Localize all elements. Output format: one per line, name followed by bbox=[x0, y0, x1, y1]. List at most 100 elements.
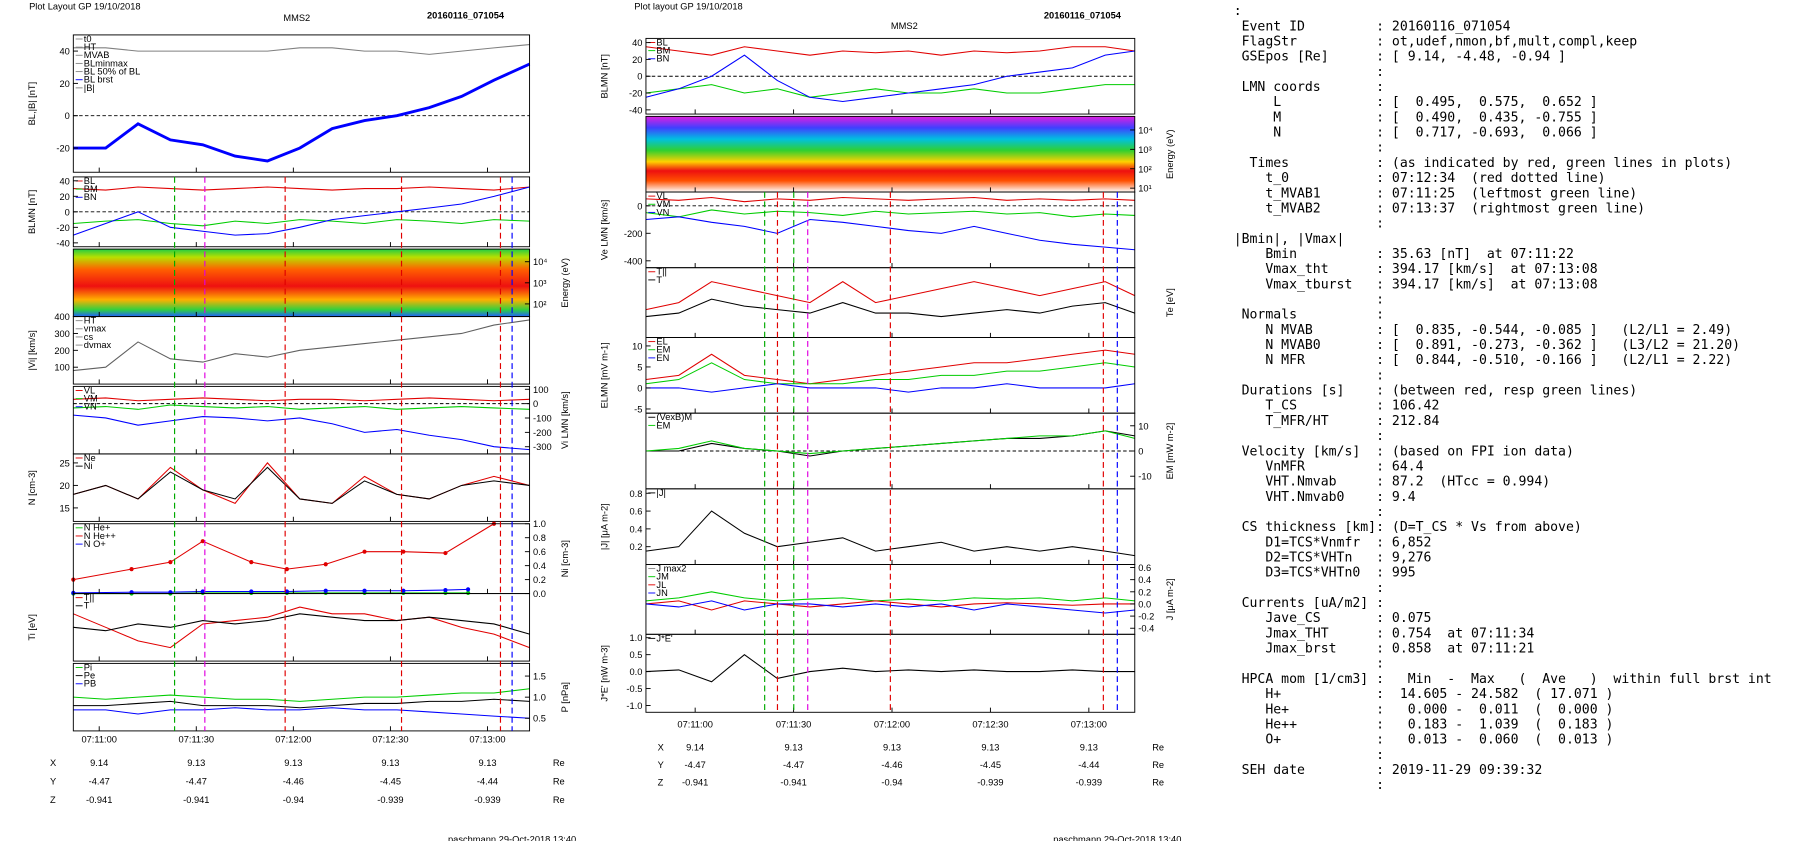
legend-note: HT bbox=[84, 42, 97, 52]
series-line bbox=[73, 462, 530, 505]
ephemeris-value: -0.941 bbox=[682, 778, 708, 788]
ephemeris-value: -0.94 bbox=[881, 778, 902, 788]
series-marker bbox=[401, 549, 406, 554]
legend-entry: VL bbox=[656, 191, 667, 201]
y-axis-label: BLMN [nT] bbox=[600, 54, 610, 98]
series-line bbox=[645, 349, 1135, 385]
ephemeris-value: -4.47 bbox=[186, 776, 207, 786]
y-tick-label: 0 bbox=[533, 399, 538, 409]
series-line bbox=[73, 688, 530, 702]
legend-entry: T bbox=[84, 601, 90, 611]
info-line: He++ : 0.183 - 1.039 ( 0.183 ) bbox=[1234, 717, 1614, 732]
ephemeris-value: -4.44 bbox=[477, 776, 498, 786]
series-marker bbox=[443, 587, 448, 593]
ephemeris-value: -4.47 bbox=[783, 760, 804, 770]
ephemeris-label: Y bbox=[50, 776, 56, 786]
panel-frame bbox=[72, 453, 531, 522]
legend-entry: JN bbox=[656, 588, 667, 598]
ephemeris-value: 9.13 bbox=[187, 758, 205, 768]
legend-entry: BL bbox=[84, 176, 95, 186]
y-tick-label: 400 bbox=[54, 312, 70, 322]
legend-entry: JM bbox=[656, 572, 668, 582]
ephemeris-value: -4.46 bbox=[283, 776, 304, 786]
ephemeris-value: -4.45 bbox=[380, 776, 401, 786]
y-tick-label: -5 bbox=[634, 404, 642, 414]
series-line bbox=[73, 613, 530, 635]
ephemeris-value: -4.46 bbox=[881, 760, 902, 770]
series-marker bbox=[465, 587, 471, 592]
y-tick-label: 0.6 bbox=[533, 547, 546, 557]
legend-entry: T|| bbox=[84, 593, 95, 603]
legend-entry: EN bbox=[656, 353, 669, 363]
y-tick-label: 10² bbox=[1138, 164, 1151, 174]
y-axis-label: BL,|B| [nT] bbox=[27, 82, 37, 126]
plot-header: Plot layout GP 19/10/2018 bbox=[634, 1, 742, 11]
info-line: L : [ 0.495, 0.575, 0.652 ] bbox=[1234, 95, 1598, 110]
series-marker bbox=[168, 560, 173, 565]
y-axis-label: |J| [μA m-2] bbox=[600, 503, 610, 550]
info-line: : bbox=[1234, 292, 1384, 307]
legend-entry: VL bbox=[84, 385, 95, 395]
series-line bbox=[645, 298, 1135, 318]
series-line bbox=[73, 707, 530, 719]
y-tick-label: 10⁴ bbox=[533, 257, 547, 267]
legend-note: cs bbox=[84, 332, 94, 342]
y-tick-label: 0.2 bbox=[1138, 587, 1151, 597]
ephemeris-value: 9.14 bbox=[90, 758, 108, 768]
ephemeris-value: -0.939 bbox=[474, 795, 500, 805]
series-line bbox=[645, 281, 1135, 311]
legend-note: t0 bbox=[84, 34, 92, 44]
x-tick-label: 07:12:00 bbox=[874, 719, 910, 729]
ephemeris-label: Y bbox=[658, 760, 664, 770]
legend-entry: BN bbox=[84, 192, 97, 202]
y-tick-label: 0.4 bbox=[630, 524, 643, 534]
legend-note: BLminmax bbox=[84, 58, 128, 68]
legend-note: BL 50% of BL bbox=[84, 66, 141, 76]
y-tick-label: 0.6 bbox=[1138, 563, 1151, 573]
y-tick-label: 0.0 bbox=[630, 667, 643, 677]
legend-entry: J*E' bbox=[656, 633, 672, 643]
ephemeris-value: -0.94 bbox=[283, 795, 304, 805]
legend-entry: EM bbox=[656, 345, 670, 355]
legend-entry: VN bbox=[656, 207, 669, 217]
y-tick-label: 10³ bbox=[1138, 145, 1151, 155]
legend-entry: BM bbox=[84, 184, 98, 194]
series-marker bbox=[129, 567, 134, 572]
y-tick-label: 100 bbox=[54, 363, 70, 373]
legend-entry: PB bbox=[84, 679, 96, 689]
ephemeris-value: -0.939 bbox=[977, 778, 1003, 788]
ephemeris-value: 9.13 bbox=[1080, 743, 1098, 753]
info-line: t_MVAB1 : 07:11:25 (leftmost green line) bbox=[1234, 186, 1637, 201]
info-line: GSEpos [Re] : [ 9.14, -4.48, -0.94 ] bbox=[1234, 50, 1566, 65]
legend-note: HT bbox=[84, 316, 97, 326]
series-marker bbox=[249, 560, 254, 565]
info-line: : bbox=[1234, 4, 1242, 19]
info-line: t_0 : 07:12:34 (red dotted line) bbox=[1234, 171, 1606, 186]
y-tick-label: 5 bbox=[637, 362, 642, 372]
info-line: : bbox=[1234, 141, 1384, 156]
info-line: Durations [s] : (between red, resp green… bbox=[1234, 384, 1637, 399]
x-tick-label: 07:13:00 bbox=[469, 735, 505, 745]
series-line bbox=[645, 654, 1135, 683]
ephemeris-unit: Re bbox=[1152, 760, 1164, 770]
ephemeris-value: -4.47 bbox=[89, 776, 110, 786]
y-axis-label: N [cm-3] bbox=[27, 470, 37, 505]
info-line: Vmax_tburst : 394.17 [km/s] at 07:13:08 bbox=[1234, 277, 1598, 292]
series-marker bbox=[362, 549, 367, 554]
legend-note: dvmax bbox=[84, 340, 112, 350]
y-tick-label: -40 bbox=[56, 238, 69, 248]
y-tick-label: 1.5 bbox=[533, 672, 546, 682]
info-line: Times : (as indicated by red, green line… bbox=[1234, 156, 1732, 171]
y-tick-label: 15 bbox=[59, 503, 69, 513]
series-marker bbox=[323, 562, 328, 567]
info-line: Currents [uA/m2] : bbox=[1234, 596, 1384, 611]
info-line: N MFR : [ 0.844, -0.510, -0.166 ] (L2/L1… bbox=[1234, 353, 1732, 368]
y-tick-label: 20 bbox=[632, 55, 642, 65]
ephemeris-value: 9.13 bbox=[478, 758, 496, 768]
y-axis-label: BLMN [nT] bbox=[27, 190, 37, 234]
legend-entry: (VexB)M bbox=[656, 412, 692, 422]
x-tick-label: 07:11:30 bbox=[179, 735, 215, 745]
info-line: D3=TCS*VHTn0 : 995 bbox=[1234, 566, 1416, 581]
legend-entry: T|| bbox=[656, 267, 667, 277]
event-id: 20160116_071054 bbox=[1044, 11, 1122, 21]
